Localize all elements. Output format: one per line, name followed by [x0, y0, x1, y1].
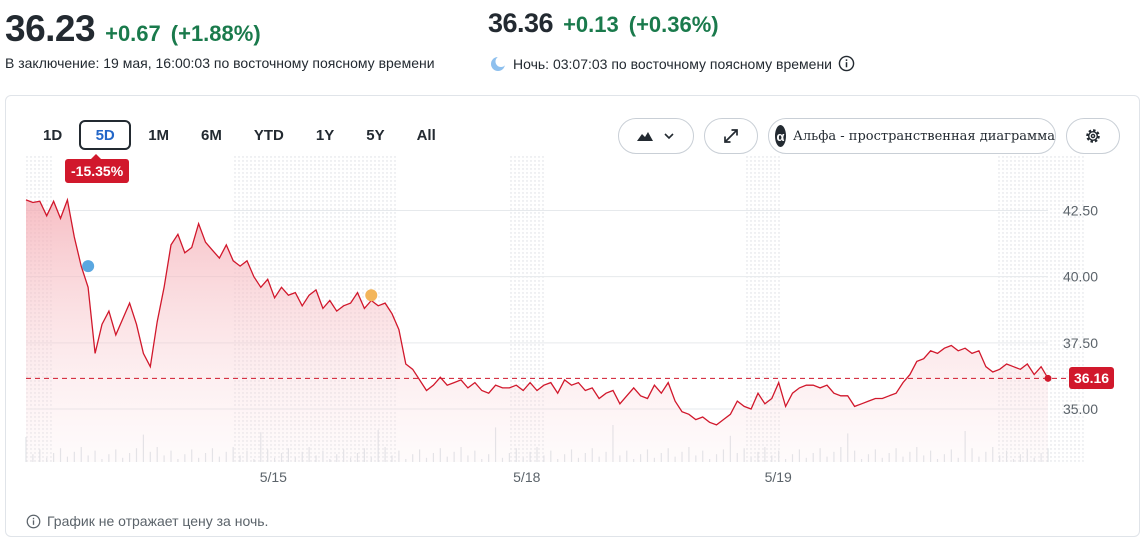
y-tick-label: 40.00 [1063, 269, 1098, 285]
footnote-text: График не отражает цену за ночь. [47, 513, 269, 529]
close-change-pct: (+1.88%) [170, 21, 261, 46]
price-line [25, 197, 1049, 426]
range-5d[interactable]: 5D [79, 120, 132, 150]
event-marker [365, 289, 378, 302]
x-tick-label: 5/15 [260, 469, 287, 485]
range-1y[interactable]: 1Y [315, 126, 335, 144]
alpha-logo-icon: α [775, 125, 787, 147]
y-tick-label: 35.00 [1063, 401, 1098, 417]
chart-type-button[interactable] [618, 118, 694, 154]
night-change: +0.13 [563, 12, 619, 37]
y-tick-label: 42.50 [1063, 202, 1098, 218]
chart-card: 42.50 40.00 37.50 35.00 5/15 5/18 5/19 1D 5D 1… [5, 95, 1140, 537]
chevron-down-icon [664, 133, 674, 140]
compare-label: Альфа - пространственная диаграмма [793, 128, 1055, 144]
price-area [26, 199, 1048, 462]
y-tick-label: 37.50 [1063, 335, 1098, 351]
range-1m[interactable]: 1M [148, 126, 170, 144]
close-change: +0.67 [105, 21, 161, 46]
night-price: 36.36 [488, 8, 554, 38]
footnote: График не отражает цену за ночь. [26, 513, 268, 529]
range-ytd[interactable]: YTD [253, 126, 284, 144]
settings-button[interactable] [1066, 118, 1120, 154]
info-icon [26, 514, 41, 528]
mountain-chart-icon [637, 132, 653, 141]
night-quote: 36.36 +0.13 (+0.36%) [488, 8, 719, 39]
compare-button[interactable]: α Альфа - пространственная диаграмма [768, 118, 1056, 154]
range-selector: 1D 5D 1M 6M YTD 1Y 5Y All [28, 120, 453, 150]
gear-icon [1086, 129, 1100, 143]
expand-icon [724, 129, 738, 143]
range-1d[interactable]: 1D [43, 126, 63, 144]
event-marker [82, 260, 95, 273]
range-6m[interactable]: 6M [201, 126, 222, 144]
moon-icon [491, 55, 506, 71]
close-price: 36.23 [5, 8, 96, 49]
close-quote: 36.23 +0.67 (+1.88%) [5, 8, 261, 50]
x-tick-label: 5/19 [765, 469, 792, 485]
range-change-badge: -15.35% [65, 154, 130, 183]
info-icon[interactable] [838, 55, 855, 72]
night-subtitle-row: Ночь: 03:07:03 по восточному поясному вр… [490, 55, 855, 72]
range-all[interactable]: All [416, 126, 436, 144]
range-5y[interactable]: 5Y [366, 126, 385, 144]
x-tick-label: 5/18 [513, 469, 540, 485]
night-subtitle: Ночь: 03:07:03 по восточному поясному вр… [513, 55, 832, 72]
price-chart[interactable]: 42.50 40.00 37.50 35.00 5/15 5/18 5/19 [6, 96, 1141, 538]
night-change-pct: (+0.36%) [628, 12, 719, 37]
last-point [1044, 374, 1052, 382]
close-subtitle: В заключение: 19 мая, 16:00:03 по восточ… [5, 55, 435, 71]
expand-button[interactable] [704, 118, 758, 154]
last-value-badge: 36.16 [1069, 367, 1115, 390]
